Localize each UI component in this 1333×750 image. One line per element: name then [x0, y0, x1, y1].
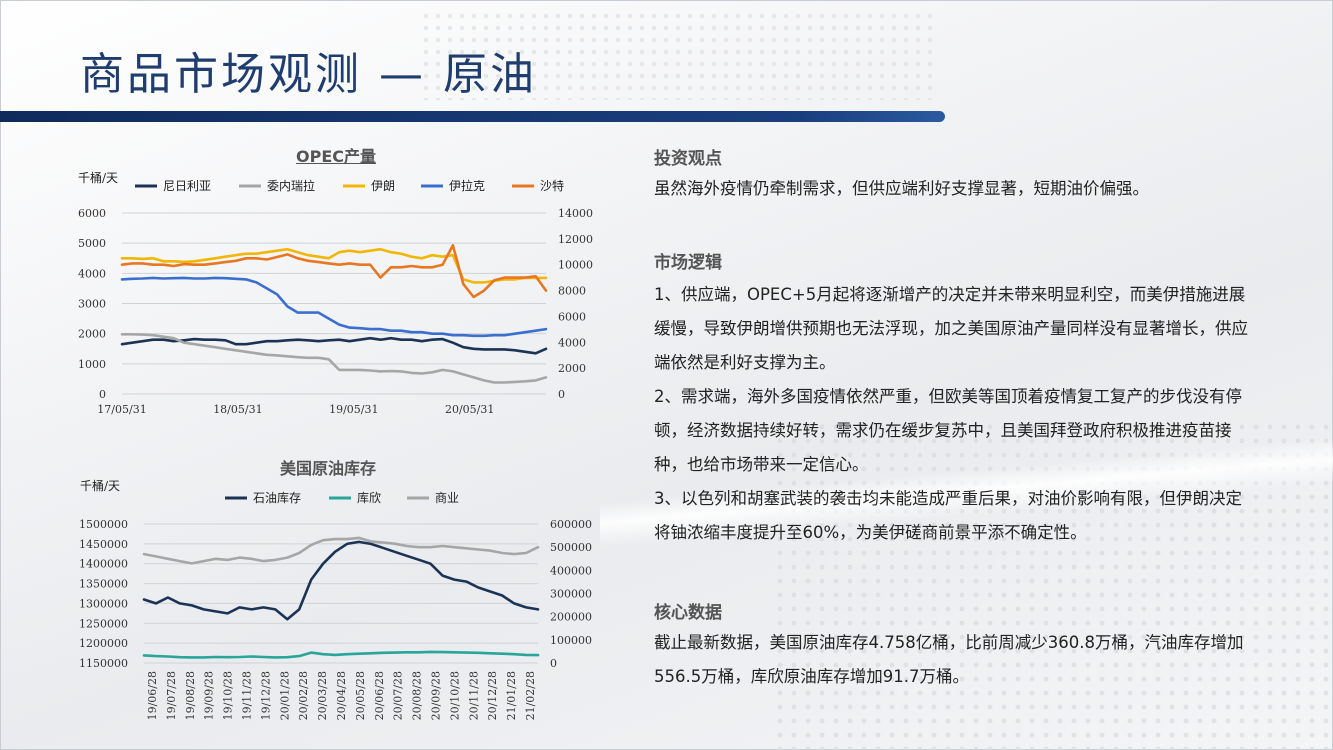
chart1-title: OPEC产量: [296, 147, 377, 166]
y-left-tick-label: 6000: [78, 207, 106, 220]
x-tick-label: 20/09/28: [430, 671, 443, 720]
market-logic-point-1: 1、供应端，OPEC+5月起将逐渐增产的决定并未带来明显利空，而美伊措施进展缓慢…: [654, 285, 1248, 372]
y-right-tick-label: 200000: [550, 611, 592, 624]
y-right-tick-label: 500000: [550, 541, 592, 554]
y-right-tick-label: 10000: [558, 259, 593, 272]
page-title: 商品市场观测 — 原油: [80, 49, 537, 100]
y-right-tick-label: 600000: [550, 518, 592, 531]
section-heading-market-logic: 市场逻辑: [654, 253, 722, 273]
series-line-库欣: [142, 650, 540, 659]
x-tick-label: 20/03/28: [316, 671, 329, 720]
x-tick-label: 20/07/28: [392, 671, 405, 720]
legend-label: 尼日利亚: [163, 179, 211, 193]
y-left-tick-label: 1400000: [79, 558, 128, 571]
x-tick-label: 20/10/28: [448, 671, 461, 720]
y-left-tick-label: 1000: [78, 358, 106, 371]
legend-label: 伊拉克: [449, 178, 485, 193]
legend-label: 石油库存: [253, 490, 301, 505]
x-tick-label: 19/10/28: [222, 671, 235, 720]
x-tick-label: 20/06/28: [373, 671, 386, 720]
x-tick-label: 20/01/28: [278, 671, 291, 720]
y-right-tick-label: 4000: [558, 336, 586, 349]
series-line-尼日利亚: [120, 336, 548, 355]
y-left-tick-label: 1150000: [79, 657, 128, 670]
x-tick-label: 20/05/31: [445, 403, 494, 416]
x-tick-label: 20/04/28: [335, 671, 348, 720]
investment-view-text: 虽然海外疫情仍牵制需求，但供应端利好支撑显著，短期油价偏强。: [654, 179, 1149, 198]
x-tick-label: 19/12/28: [259, 671, 272, 720]
y-left-tick-label: 1200000: [79, 637, 128, 650]
x-tick-label: 19/08/28: [184, 671, 197, 720]
series-line-伊朗: [120, 247, 548, 284]
x-tick-label: 19/06/28: [146, 671, 159, 720]
y-left-tick-label: 5000: [78, 237, 106, 250]
series-line-委内瑞拉: [120, 333, 548, 384]
y-left-tick-label: 0: [99, 388, 106, 401]
y-left-tick-label: 3000: [78, 298, 106, 311]
legend-label: 商业: [435, 490, 459, 505]
y-right-tick-label: 0: [550, 657, 557, 670]
x-tick-label: 21/01/28: [505, 671, 518, 720]
core-data-text: 截止最新数据，美国原油库存4.758亿桶，比前周减少360.8万桶，汽油库存增加…: [654, 633, 1244, 686]
us-crude-inventory-chart: 千桶/天 1500000 1450000 1400000 1350000 1300000 1…: [79, 478, 592, 720]
series-line-沙特: [120, 244, 548, 299]
legend-label: 伊朗: [371, 179, 395, 193]
legend-label: 委内瑞拉: [267, 178, 315, 193]
x-tick-label: 17/05/31: [97, 403, 146, 416]
y-right-tick-label: 0: [558, 388, 565, 401]
x-tick-label: 20/12/28: [486, 671, 499, 720]
x-tick-label: 20/11/28: [467, 671, 480, 720]
y-axis-unit-label: 千桶/天: [78, 170, 118, 185]
y-right-tick-label: 100000: [550, 634, 592, 647]
x-tick-label: 20/02/28: [297, 671, 310, 720]
market-logic-point-3: 3、以色列和胡塞武装的袭击均未能造成严重后果，对油价影响有限，但伊朗决定将铀浓缩…: [654, 489, 1242, 542]
series-line-伊拉克: [120, 276, 548, 338]
legend-label: 沙特: [540, 178, 564, 193]
y-right-tick-label: 2000: [558, 362, 586, 375]
x-tick-label: 21/02/28: [524, 671, 537, 720]
y-left-tick-label: 1250000: [79, 617, 128, 630]
series-line-石油库存: [142, 540, 540, 621]
x-tick-label: 19/11/28: [241, 671, 254, 720]
y-right-tick-label: 12000: [558, 233, 593, 246]
x-tick-label: 19/09/28: [203, 671, 216, 720]
x-tick-label: 20/08/28: [411, 671, 424, 720]
opec-production-chart: 千桶/天600050004000300020001000014000120001…: [78, 170, 593, 416]
y-right-tick-label: 400000: [550, 564, 592, 577]
y-left-tick-label: 1500000: [79, 518, 128, 531]
y-right-tick-label: 14000: [558, 207, 593, 220]
x-tick-label: 18/05/31: [213, 403, 262, 416]
y-axis-unit-label: 千桶/天: [80, 478, 120, 493]
legend-label: 库欣: [357, 490, 381, 505]
series-line-商业: [142, 536, 540, 565]
title-underline-bar: [0, 111, 945, 122]
market-logic-point-2: 2、需求端，海外多国疫情依然严重，但欧美等国顶着疫情复工复产的步伐没有停顿，经济…: [654, 387, 1242, 474]
y-left-tick-label: 4000: [78, 267, 106, 280]
background-light-sweep: [600, 420, 1333, 560]
y-right-tick-label: 8000: [558, 285, 586, 298]
section-heading-core-data: 核心数据: [654, 603, 722, 623]
x-tick-label: 19/07/28: [165, 671, 178, 720]
background-dot-pattern-top: [420, 10, 940, 100]
x-tick-label: 19/05/31: [329, 403, 378, 416]
y-right-tick-label: 6000: [558, 310, 586, 323]
y-left-tick-label: 1300000: [79, 597, 128, 610]
chart2-title: 美国原油库存: [280, 459, 377, 478]
y-left-tick-label: 1450000: [79, 538, 128, 551]
y-right-tick-label: 300000: [550, 588, 592, 601]
x-tick-label: 20/05/28: [354, 671, 367, 720]
y-left-tick-label: 1350000: [79, 578, 128, 591]
section-heading-investment-view: 投资观点: [654, 149, 722, 169]
y-left-tick-label: 2000: [78, 328, 106, 341]
